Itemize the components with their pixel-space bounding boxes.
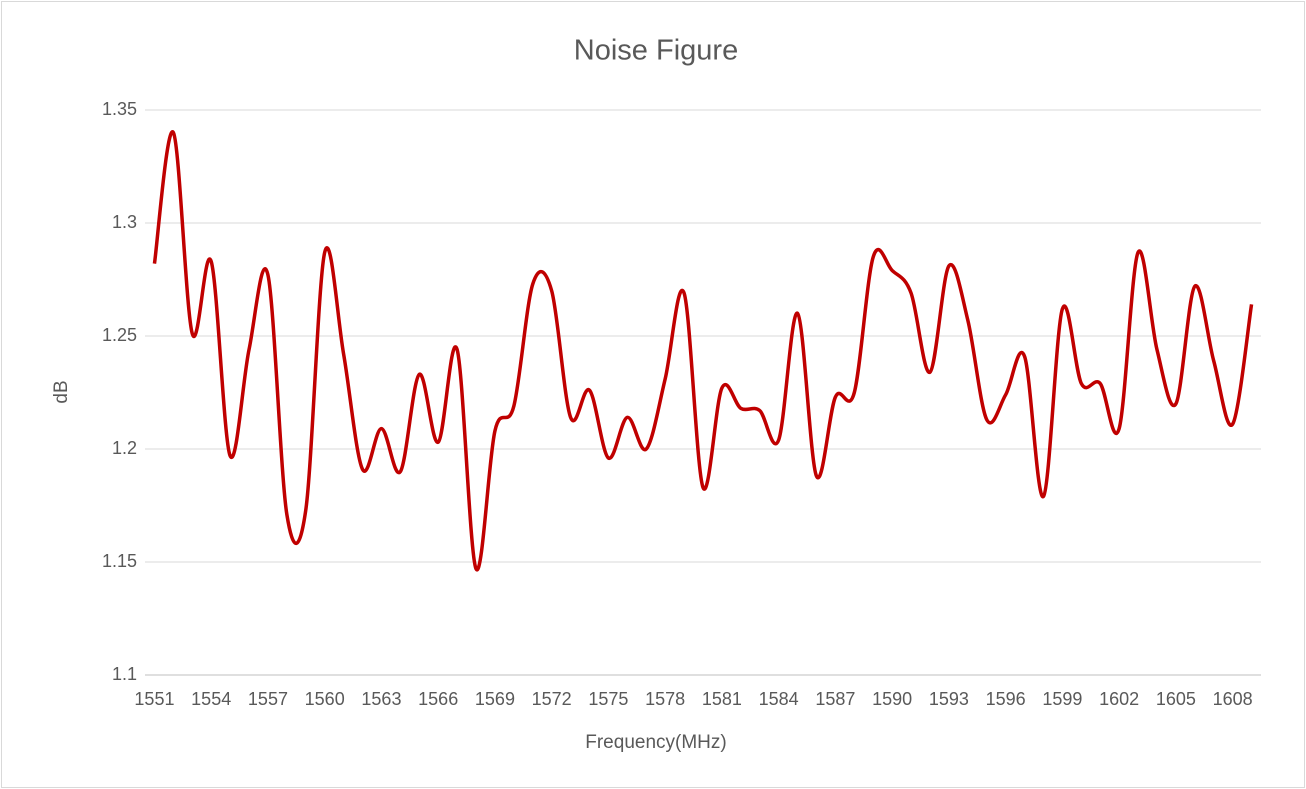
x-tick-label: 1581 [702, 689, 742, 709]
x-tick-label: 1575 [588, 689, 628, 709]
x-tick-label: 1563 [361, 689, 401, 709]
x-tick-label: 1566 [418, 689, 458, 709]
chart-title: Noise Figure [574, 35, 738, 67]
x-tick-label: 1584 [759, 689, 799, 709]
x-tick-label: 1599 [1042, 689, 1082, 709]
x-tick-label: 1608 [1213, 689, 1253, 709]
x-tick-label: 1572 [532, 689, 572, 709]
x-tick-label: 1578 [645, 689, 685, 709]
x-tick-label: 1554 [191, 689, 231, 709]
y-tick-label: 1.35 [102, 99, 137, 119]
x-tick-label: 1602 [1099, 689, 1139, 709]
y-tick-label: 1.3 [112, 212, 137, 232]
x-tick-label: 1593 [929, 689, 969, 709]
x-tick-label: 1605 [1156, 689, 1196, 709]
x-tick-label: 1590 [872, 689, 912, 709]
x-tick-label: 1551 [134, 689, 174, 709]
x-tick-label: 1587 [815, 689, 855, 709]
y-tick-label: 1.2 [112, 438, 137, 458]
y-axis-label: dB [51, 380, 72, 403]
x-tick-label: 1596 [986, 689, 1026, 709]
x-tick-label: 1569 [475, 689, 515, 709]
y-tick-label: 1.15 [102, 551, 137, 571]
y-tick-label: 1.25 [102, 325, 137, 345]
x-axis-label: Frequency(MHz) [585, 732, 726, 753]
line [152, 130, 1254, 572]
x-tick-label: 1557 [248, 689, 288, 709]
y-tick-label: 1.1 [112, 664, 137, 684]
x-tick-label: 1560 [305, 689, 345, 709]
